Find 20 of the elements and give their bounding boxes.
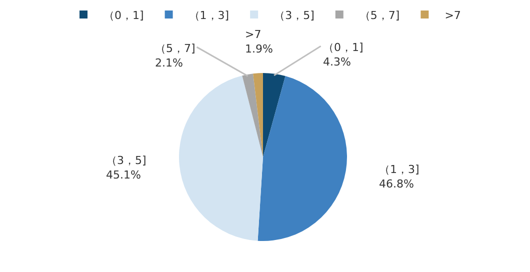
slice-label: （5，7] [155, 42, 196, 55]
data-label: 4.3% [323, 55, 351, 68]
data-label: 2.1% [155, 56, 183, 70]
legend-label: （3，5] [274, 8, 314, 22]
pie-slice [179, 76, 263, 241]
legend-label: >7 [444, 8, 461, 22]
legend-label: （5，7] [359, 8, 400, 22]
slice-label: （1，3] [379, 163, 420, 176]
legend-label: （0，1] [104, 8, 144, 22]
pie-slice [263, 73, 286, 157]
pie-slice [253, 73, 263, 157]
legend-label: （1，3] [188, 8, 230, 22]
pie-slice [258, 76, 347, 241]
slice-label: （3，5] [106, 154, 146, 167]
data-label: 1.9% [245, 42, 273, 56]
data-label: 45.1% [106, 168, 141, 182]
data-label: 46.8% [379, 177, 414, 190]
slice-label: （0，1] [323, 41, 364, 54]
pie-slice [242, 74, 263, 157]
slice-label: >7 [245, 28, 262, 41]
